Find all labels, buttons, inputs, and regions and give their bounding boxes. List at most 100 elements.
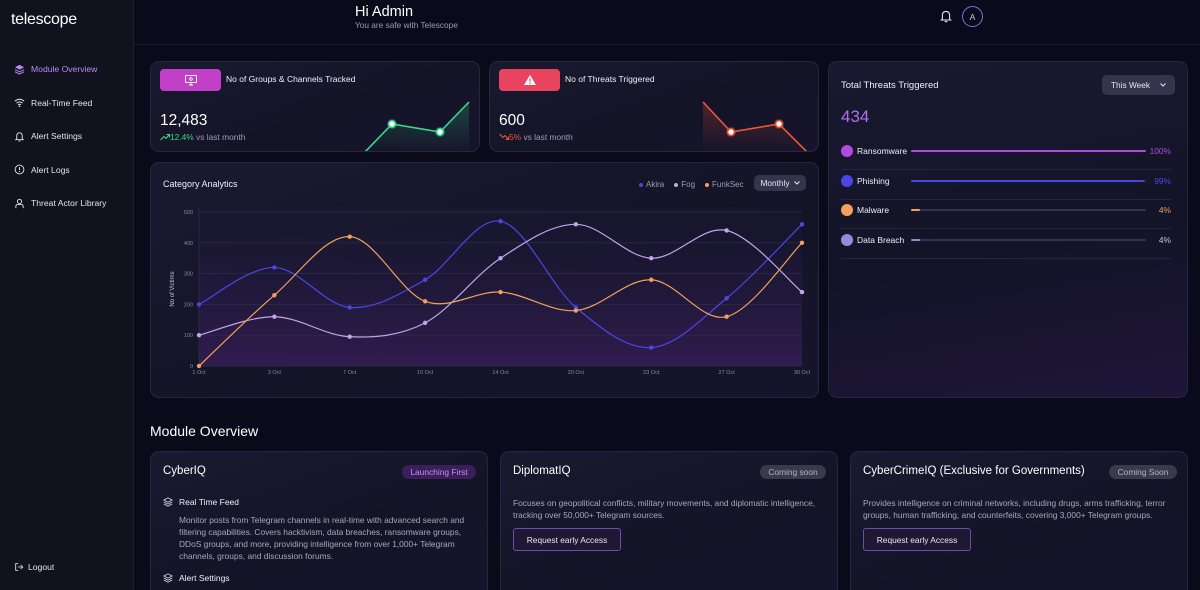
threat-color-dot (841, 204, 853, 216)
y-axis-label: No of Victims (170, 271, 176, 306)
y-tick-label: 200 (184, 302, 193, 308)
data-point-fog (799, 289, 805, 295)
stat-title: No of Threats Triggered (565, 74, 655, 84)
legend-item-akira[interactable]: Akira (639, 180, 664, 189)
sidebar-item-label: Alert Settings (31, 131, 83, 142)
sidebar-item-label: Alert Logs (31, 164, 70, 175)
data-point-akira (724, 296, 729, 301)
sidebar: telescope Module Overview Real-Time Feed… (0, 0, 134, 590)
x-tick-label: 10 Oct (417, 370, 434, 376)
module-name: CyberIQ (163, 465, 206, 477)
stat-delta: 12.4% vs last month (160, 132, 245, 142)
data-point-funksec (799, 240, 805, 245)
header-divider (134, 44, 1200, 45)
x-tick-label: 1 Oct (192, 370, 206, 376)
y-tick-label: 500 (184, 210, 193, 216)
threat-color-dot (841, 233, 853, 246)
x-tick-label: 14 Oct (492, 370, 509, 376)
sidebar-item-threat-actor-library[interactable]: Threat Actor Library (0, 192, 134, 214)
feature-title: Real Time Feed (179, 497, 239, 507)
threat-bar-fill (911, 238, 921, 241)
module-description: Focuses on geopolitical conflicts, milit… (513, 498, 816, 520)
feature-alert-settings: Alert Settings (163, 573, 230, 583)
notification-bell-icon[interactable] (939, 9, 953, 23)
category-analytics-card: Category Analytics Akira Fog FunkSec Mon… (150, 162, 819, 398)
request-early-access-button[interactable]: Request early Access (513, 528, 621, 551)
greeting-title: Hi Admin (355, 4, 414, 20)
period-dropdown[interactable]: Monthly (754, 175, 806, 191)
total-threats-title: Total Threats Triggered (841, 80, 939, 91)
logout-button[interactable]: Logout (14, 562, 54, 572)
feature-real-time-feed: Real Time Feed Monitor posts from Telegr… (163, 497, 477, 562)
stat-value: 600 (499, 112, 525, 129)
data-point-akira (196, 302, 202, 307)
sidebar-item-label: Module Overview (31, 64, 98, 74)
data-point-akira (347, 305, 352, 310)
threat-row: Phishing 99% (841, 170, 1171, 200)
week-dropdown[interactable]: This Week (1102, 75, 1175, 95)
sidebar-item-alert-settings[interactable]: Alert Settings (0, 125, 134, 147)
stat-delta-label: vs last month (196, 132, 246, 142)
threat-label: Data Breach (857, 234, 905, 245)
y-tick-label: 300 (184, 272, 193, 278)
total-threats-card: Total Threats Triggered This Week 434 Ra… (828, 61, 1188, 398)
data-point-fog (573, 222, 579, 227)
threat-row: Malware 4% (841, 199, 1171, 229)
status-badge: Coming Soon (1109, 465, 1177, 479)
y-tick-label: 400 (184, 241, 193, 247)
stat-delta-value: 12.4% (170, 132, 194, 142)
sidebar-item-label: Real-Time Feed (31, 97, 93, 108)
legend-item-funksec[interactable]: FunkSec (705, 180, 744, 189)
data-point-fog (196, 333, 202, 338)
threat-color-dot (841, 145, 853, 157)
data-point-funksec (649, 277, 654, 282)
legend-item-fog[interactable]: Fog (674, 180, 695, 189)
category-title: Category Analytics (163, 179, 238, 189)
sidebar-nav: Module Overview Real-Time Feed Alert Set… (0, 58, 134, 226)
monitor-icon (184, 75, 197, 86)
data-point-fog (347, 334, 352, 339)
module-card-diplomatiq: DiplomatIQ Coming soon Focuses on geopol… (500, 451, 838, 590)
request-early-access-button[interactable]: Request early Access (863, 528, 971, 551)
sidebar-item-label: Threat Actor Library (31, 198, 107, 209)
chevron-down-icon (793, 181, 800, 185)
chart-legend: Akira Fog FunkSec (639, 180, 744, 189)
data-point-fog (649, 256, 654, 261)
threat-percent: 99% (1154, 175, 1171, 186)
threat-bar-fill (911, 179, 1144, 182)
stat-value: 12,483 (160, 112, 208, 129)
threat-row: Ransomware 100% (841, 140, 1171, 170)
data-point-akira (498, 219, 503, 224)
trend-up-icon (160, 134, 170, 141)
data-point-fog (498, 256, 503, 261)
x-tick-label: 3 Oct (268, 370, 282, 376)
layers-icon (14, 64, 25, 75)
stat-icon-box (499, 69, 560, 91)
threat-color-dot (841, 174, 853, 187)
sidebar-item-module-overview[interactable]: Module Overview (0, 58, 134, 80)
sidebar-item-alert-logs[interactable]: Alert Logs (0, 159, 134, 181)
data-point-fog (724, 228, 729, 233)
stat-delta: 5% vs last month (499, 132, 573, 142)
stat-icon-box (160, 69, 221, 91)
feature-description: Monitor posts from Telegram channels in … (179, 515, 465, 561)
stat-card-threats: No of Threats Triggered 600 5% vs last m… (489, 61, 819, 152)
x-tick-label: 30 Oct (794, 370, 811, 376)
data-point-funksec (272, 292, 277, 298)
data-point-funksec (347, 234, 352, 239)
avatar[interactable]: A (962, 6, 983, 27)
threat-bar-track (911, 209, 1146, 211)
week-dropdown-label: This Week (1110, 80, 1151, 90)
stat-delta-label: vs last month (523, 132, 573, 142)
warning-icon (523, 75, 536, 85)
threat-bar-track (911, 150, 1146, 152)
threat-bar-fill (911, 150, 1146, 152)
period-dropdown-label: Monthly (760, 178, 790, 188)
layers-icon (163, 497, 173, 507)
wifi-icon (14, 98, 25, 108)
app-logo[interactable]: telescope (11, 11, 77, 28)
total-threats-value: 434 (841, 107, 870, 126)
category-line-chart: 0 100 200 300 400 500 1 Oct 3 Oct 7 Oct 10 Oct 14 … (170, 207, 811, 376)
sidebar-item-real-time-feed[interactable]: Real-Time Feed (0, 92, 134, 114)
threat-row: Data Breach 4% (841, 229, 1171, 259)
